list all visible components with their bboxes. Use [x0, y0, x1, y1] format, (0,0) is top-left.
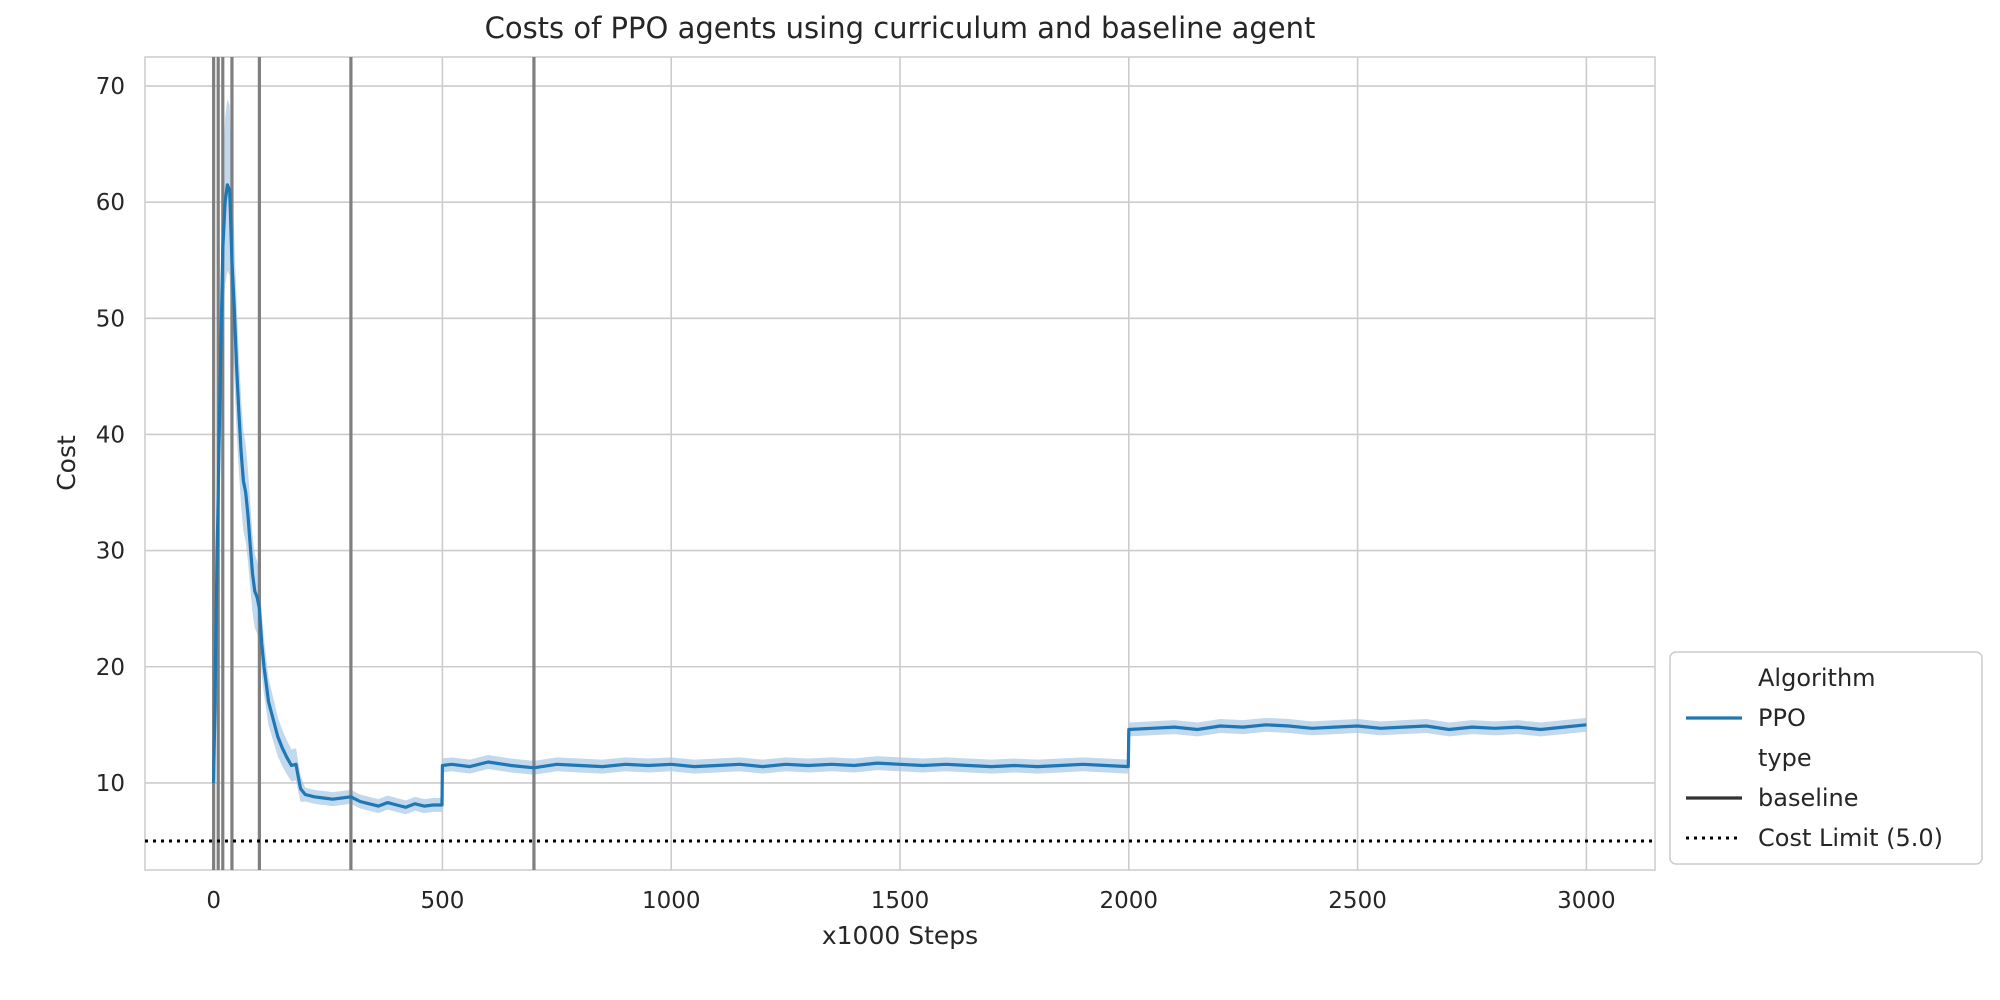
x-tick-label: 0 — [206, 888, 221, 914]
x-tick-label: 500 — [420, 888, 464, 914]
legend-entry: type — [1758, 744, 1812, 772]
legend-entry: Algorithm — [1758, 664, 1876, 692]
x-tick-label: 1500 — [871, 888, 930, 914]
series-lines — [212, 183, 1587, 809]
legend-box — [1669, 651, 1983, 865]
x-tick-label: 2500 — [1328, 888, 1387, 914]
y-tick-label: 40 — [96, 422, 125, 448]
legend-entry: PPO — [1758, 704, 1806, 732]
y-tick-label: 50 — [96, 306, 125, 332]
y-tick-label: 10 — [96, 771, 125, 797]
chart-title: Costs of PPO agents using curriculum and… — [485, 11, 1316, 45]
x-tick-label: 2000 — [1100, 888, 1159, 914]
series-line-ppo — [212, 183, 1587, 809]
legend: Algorithm PPO type baseline Cost Limit (5.0) — [1669, 651, 1983, 865]
x-axis-label: x1000 Steps — [822, 921, 978, 950]
y-tick-label: 20 — [96, 655, 125, 681]
legend-entry: Cost Limit (5.0) — [1758, 824, 1943, 852]
y-tick-label: 60 — [96, 190, 125, 216]
y-tick-label: 30 — [96, 539, 125, 565]
y-axis-label: Cost — [52, 435, 81, 491]
x-tick-label: 3000 — [1557, 888, 1616, 914]
tick-labels: 0 500 1000 1500 2000 2500 3000 10 20 30 40 50 60 70 — [96, 74, 1616, 914]
legend-entry: baseline — [1758, 784, 1859, 812]
x-tick-label: 1000 — [642, 888, 701, 914]
y-tick-label: 70 — [96, 74, 125, 100]
